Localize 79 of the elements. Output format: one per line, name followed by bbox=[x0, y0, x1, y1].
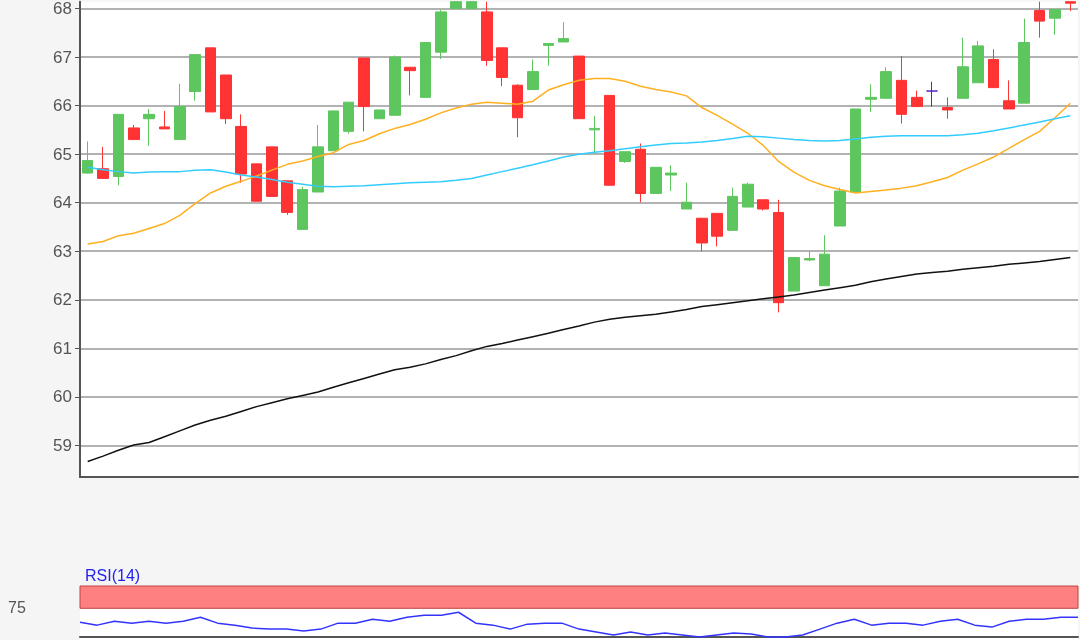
candlestick bbox=[589, 115, 600, 155]
candlestick bbox=[113, 113, 124, 186]
candlestick bbox=[619, 151, 631, 164]
candlestick bbox=[880, 66, 892, 99]
candlestick bbox=[496, 47, 508, 87]
y-tick-label: 60 bbox=[53, 387, 72, 407]
candlestick bbox=[512, 83, 523, 138]
candlestick bbox=[527, 58, 539, 91]
candlestick bbox=[466, 1, 477, 9]
candlestick bbox=[926, 81, 938, 108]
text: 75 bbox=[8, 598, 26, 616]
candlestick bbox=[850, 108, 861, 193]
candlestick bbox=[205, 47, 216, 113]
candlestick bbox=[896, 55, 907, 125]
y-tick-label: 67 bbox=[53, 47, 72, 67]
candlestick bbox=[297, 186, 308, 230]
candlestick bbox=[128, 124, 140, 141]
candlestick bbox=[251, 163, 262, 202]
candlestick bbox=[450, 1, 462, 9]
candlestick bbox=[543, 42, 554, 67]
candlestick bbox=[773, 199, 784, 313]
candlestick bbox=[635, 142, 646, 203]
candlestick bbox=[742, 182, 754, 208]
candlestick bbox=[573, 55, 585, 120]
candlestick bbox=[834, 187, 846, 227]
y-tick-label: 64 bbox=[53, 193, 72, 213]
candlestick bbox=[727, 187, 738, 231]
candlestick bbox=[942, 96, 953, 120]
candlestick bbox=[865, 83, 877, 113]
candlestick bbox=[435, 8, 447, 60]
y-tick-label: 62 bbox=[53, 290, 72, 310]
y-tick-label: 61 bbox=[53, 338, 72, 358]
candlestick bbox=[1018, 18, 1030, 104]
candlestick bbox=[159, 110, 170, 130]
y-tick-label: 68 bbox=[53, 0, 72, 18]
candlestick bbox=[957, 37, 969, 99]
candlestick bbox=[143, 108, 155, 147]
candlestick bbox=[235, 113, 247, 184]
candlestick bbox=[404, 66, 416, 96]
candlestick bbox=[665, 164, 677, 192]
candlestick bbox=[420, 41, 431, 98]
candlestick bbox=[389, 55, 401, 116]
candlestick bbox=[82, 141, 93, 175]
candlestick bbox=[266, 146, 278, 197]
candlestick bbox=[788, 257, 800, 292]
candlestick bbox=[281, 180, 293, 216]
candlestick bbox=[650, 166, 662, 194]
y-tick-label: 65 bbox=[53, 144, 72, 164]
candlestick bbox=[988, 48, 999, 89]
candlestick bbox=[220, 74, 232, 125]
candlestick bbox=[189, 54, 201, 102]
candlestick bbox=[174, 83, 186, 141]
line-series bbox=[86, 256, 1072, 463]
candlestick bbox=[312, 124, 324, 193]
y-tick-label: 63 bbox=[53, 241, 72, 261]
candlestick bbox=[911, 90, 923, 108]
y-tick-label: 59 bbox=[53, 435, 72, 455]
candlestick bbox=[374, 109, 385, 120]
candlestick bbox=[358, 57, 370, 132]
candlestick bbox=[1065, 1, 1076, 12]
candlestick bbox=[558, 21, 569, 43]
line-series bbox=[86, 115, 1072, 188]
candlestick bbox=[343, 101, 354, 135]
y-tick-label: 66 bbox=[53, 96, 72, 116]
candlestick bbox=[681, 182, 692, 210]
candlestick bbox=[1049, 8, 1061, 36]
candlestick bbox=[328, 110, 339, 152]
chart-title: RSI(14) bbox=[85, 566, 141, 584]
candlestick bbox=[972, 40, 984, 84]
candlestick bbox=[757, 199, 769, 211]
candlestick bbox=[604, 94, 615, 186]
candlestick bbox=[1034, 1, 1045, 39]
candlestick bbox=[481, 1, 493, 67]
candlestick bbox=[711, 212, 723, 247]
candlestick bbox=[804, 250, 815, 262]
candlestick bbox=[696, 217, 708, 252]
line-series bbox=[86, 77, 1072, 245]
candlestick bbox=[819, 234, 830, 287]
candlestick bbox=[1003, 79, 1015, 110]
